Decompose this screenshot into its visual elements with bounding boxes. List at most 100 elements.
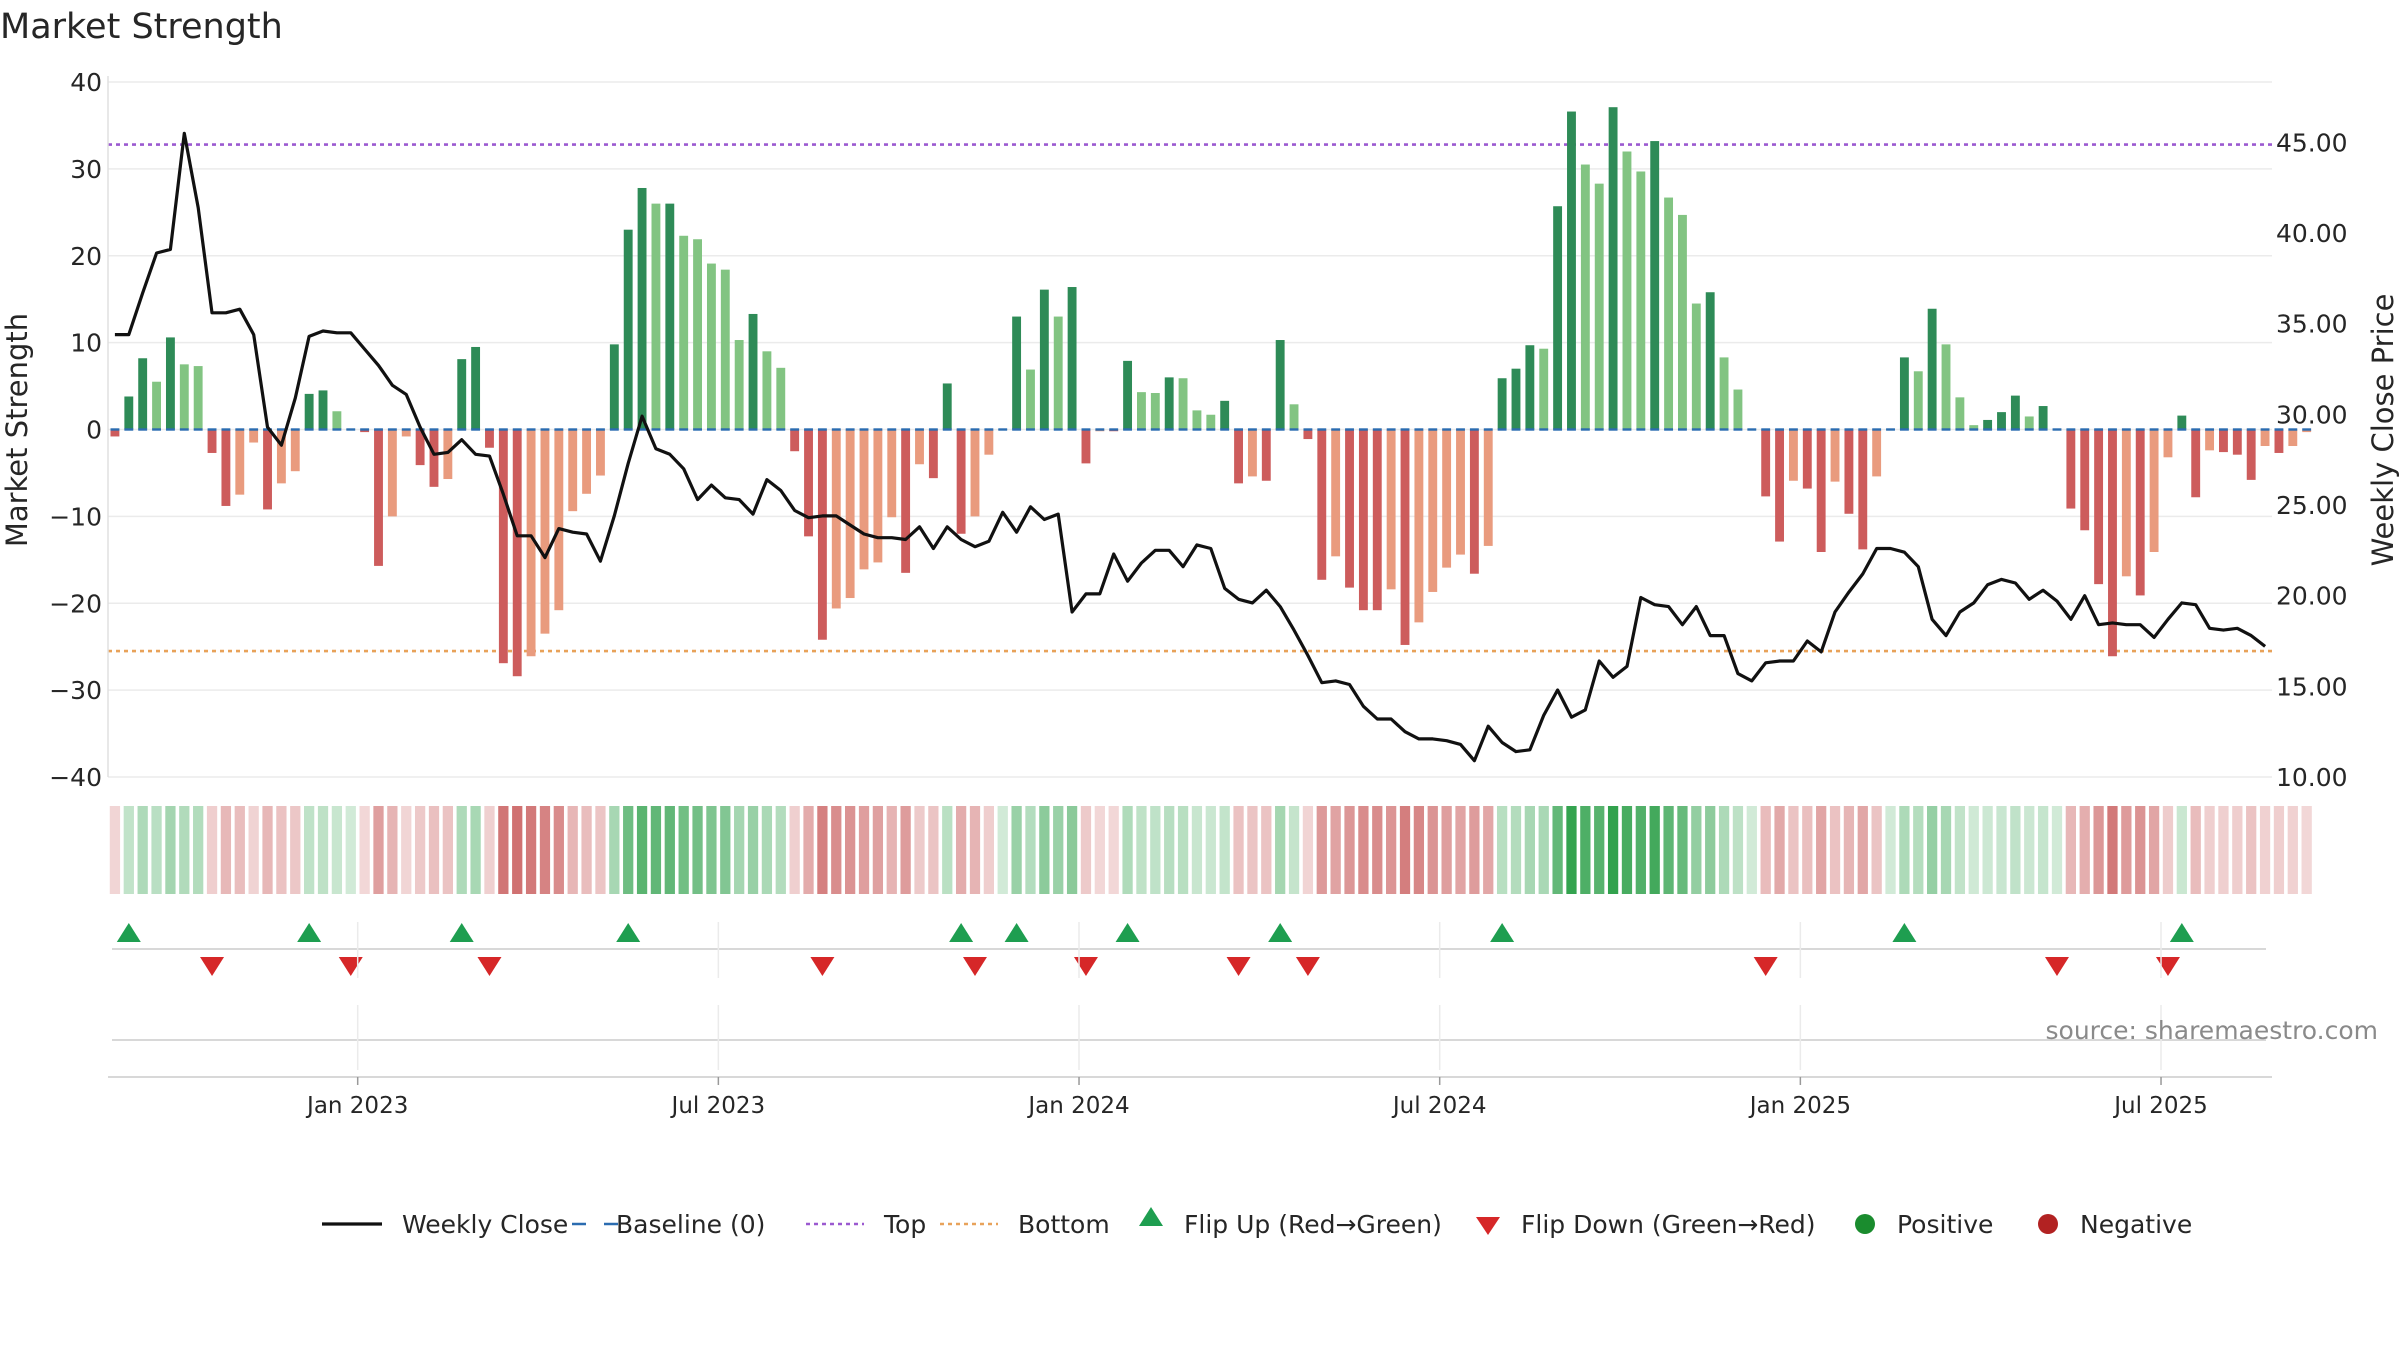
strength-bar [554, 429, 564, 611]
heat-cell [872, 806, 884, 894]
heat-cell [123, 806, 134, 894]
heat-cell [1621, 806, 1633, 894]
y-tick-label: 0 [86, 416, 102, 445]
strength-bar [1414, 429, 1424, 623]
heat-cell [1455, 806, 1466, 894]
heat-cell [1816, 806, 1827, 894]
heat-cell [1788, 806, 1799, 894]
heat-cell [1954, 806, 1966, 894]
strength-bar [165, 337, 175, 430]
strength-bar [2108, 429, 2117, 657]
heat-cell [1760, 806, 1771, 894]
heat-cell [2148, 806, 2160, 894]
heat-cell [1496, 806, 1508, 894]
heat-cell [414, 806, 426, 894]
heat-cell [734, 806, 745, 894]
strength-bar [1234, 429, 1243, 484]
heat-cell [1413, 806, 1425, 894]
heat-cell [1968, 806, 1979, 894]
strength-bar [124, 396, 134, 430]
legend-flip-down-icon [1476, 1217, 1500, 1235]
heat-cell [1080, 806, 1092, 894]
heat-cell [1594, 806, 1605, 894]
heat-cell [720, 806, 731, 894]
legend-label: Flip Up (Red→Green) [1184, 1210, 1442, 1239]
flip-up-marker [449, 923, 474, 942]
strength-bar [110, 429, 120, 437]
flip-down-marker [2044, 957, 2069, 976]
heat-cell [2204, 806, 2215, 894]
strength-bar [582, 429, 592, 494]
flip-up-marker [116, 923, 141, 942]
heat-cell [1649, 806, 1660, 894]
heat-cell [942, 806, 953, 894]
strength-bar [526, 429, 536, 657]
strength-bar [2246, 429, 2256, 480]
strength-bar [1178, 378, 1188, 430]
heat-cell [1996, 806, 2007, 894]
y2-tick-label: 35.00 [2276, 310, 2348, 339]
heat-cell [1094, 806, 1105, 894]
heat-cell [969, 806, 981, 894]
strength-bar [1289, 404, 1299, 430]
strength-bar [1511, 368, 1521, 430]
strength-bar [1081, 429, 1091, 464]
heat-cell [1039, 806, 1050, 894]
heat-cell [2051, 806, 2063, 894]
heat-cell [1399, 806, 1411, 894]
strength-bar [179, 364, 189, 430]
threshold-lines [108, 143, 2272, 653]
strength-bar [2121, 429, 2131, 577]
strength-bar [193, 366, 203, 430]
strength-bar [1164, 377, 1174, 430]
heat-cell [636, 806, 648, 894]
y2-tick-label: 25.00 [2276, 491, 2348, 520]
strength-bar [845, 429, 855, 599]
flip-down-marker [1753, 957, 1778, 976]
heat-cell [817, 806, 828, 894]
strength-bar [942, 383, 952, 430]
heat-cell [193, 806, 204, 894]
flip-down-marker [1073, 957, 1098, 976]
strength-bar [1053, 316, 1063, 430]
strength-bar [2038, 406, 2048, 430]
flip-down-marker [200, 957, 225, 976]
heat-cell [789, 806, 800, 894]
heat-cell [2259, 806, 2271, 894]
strength-bar [1247, 429, 1257, 477]
strength-bar [1844, 429, 1854, 514]
heat-cell [595, 806, 606, 894]
strength-bar [1428, 429, 1438, 592]
heat-cell [2065, 806, 2076, 894]
strength-bar [1567, 111, 1576, 430]
strength-bar [1442, 429, 1452, 568]
heat-cell [317, 806, 329, 894]
strength-bar [2219, 429, 2228, 453]
strength-bar [679, 235, 689, 430]
heat-cell [1011, 806, 1022, 894]
strength-bar [2205, 429, 2215, 451]
strength-bar [235, 429, 245, 495]
strength-bar [387, 429, 397, 517]
heat-cell [2135, 806, 2146, 894]
strength-bar [568, 429, 578, 512]
heat-cell [470, 806, 481, 894]
strength-bar [1983, 419, 1993, 430]
heat-cell [567, 806, 578, 894]
x-tick-label: Jul 2024 [1391, 1093, 1487, 1119]
strength-bar [928, 429, 938, 479]
strength-bar [637, 187, 647, 430]
strength-bar [1608, 107, 1618, 430]
heat-cell [109, 806, 121, 894]
y-tick-label: 30 [70, 155, 102, 184]
heat-cell [1607, 806, 1619, 894]
strength-bar [1220, 400, 1230, 430]
heat-cell [331, 806, 343, 894]
strength-bar [2024, 416, 2034, 430]
heat-cell [1136, 806, 1147, 894]
heat-cell [858, 806, 870, 894]
heat-cell [498, 806, 509, 894]
strength-bar [1137, 392, 1146, 430]
strength-bar [596, 429, 605, 476]
strength-bar [956, 429, 966, 534]
